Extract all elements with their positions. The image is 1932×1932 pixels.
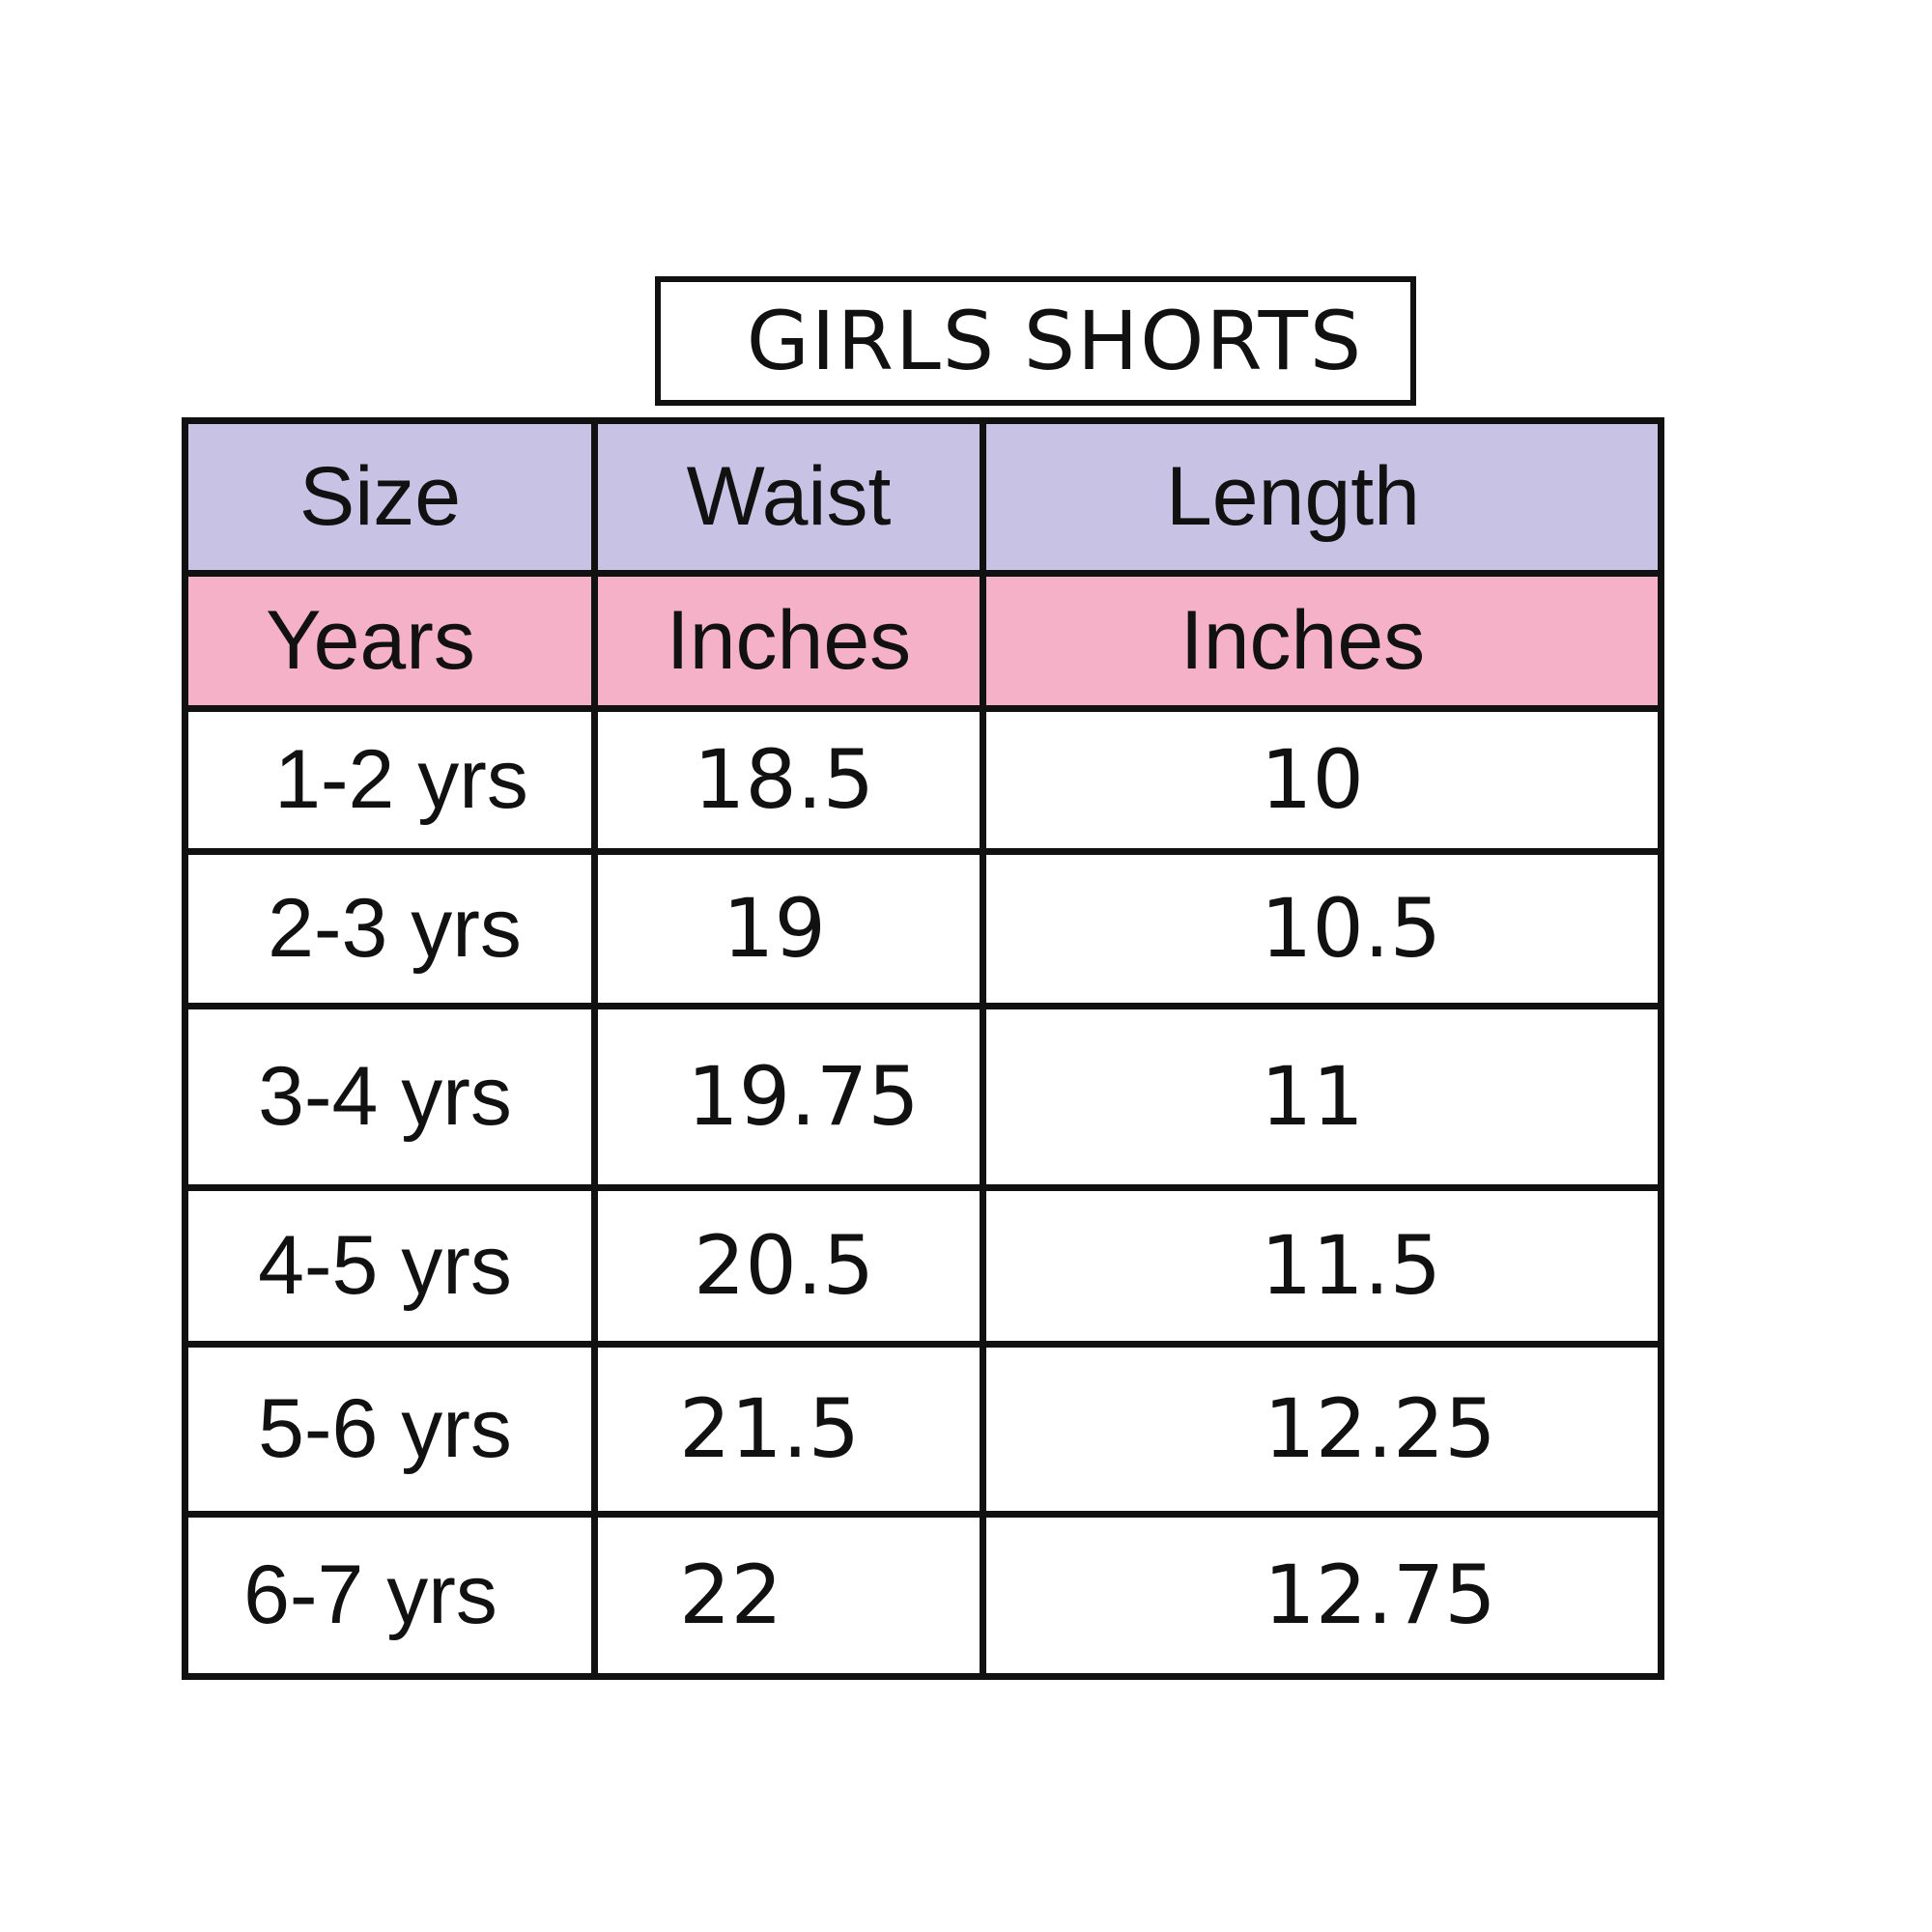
size-cell: 3-4 yrs <box>182 1003 598 1191</box>
table-row: 2-3 yrs 19 10.5 <box>182 848 1664 1009</box>
length-value: 10 <box>1261 732 1364 827</box>
header-length: Length <box>980 417 1664 577</box>
table-unit-row: Years Inches Inches <box>182 570 1664 712</box>
header-waist: Waist <box>591 417 986 577</box>
length-value: 11 <box>1261 1049 1364 1144</box>
table-row: 5-6 yrs 21.5 12.25 <box>182 1341 1664 1518</box>
size-cell: 6-7 yrs <box>182 1511 598 1680</box>
waist-cell: 19 <box>591 848 986 1009</box>
waist-cell: 18.5 <box>591 705 986 855</box>
size-table: Size Waist Length Years Inches Inches 1-… <box>182 417 1664 1680</box>
waist-value: 19 <box>723 881 826 976</box>
length-cell: 10 <box>980 705 1664 855</box>
waist-value: 19.75 <box>687 1049 920 1144</box>
waist-cell: 20.5 <box>591 1184 986 1348</box>
chart-title-box: GIRLS SHORTS <box>655 276 1416 406</box>
size-value: 6-7 yrs <box>243 1548 497 1641</box>
table-row: 3-4 yrs 19.75 11 <box>182 1003 1664 1191</box>
length-cell: 11 <box>980 1003 1664 1191</box>
waist-value: 20.5 <box>693 1218 875 1313</box>
length-value: 10.5 <box>1260 881 1442 976</box>
length-cell: 10.5 <box>980 848 1664 1009</box>
size-cell: 5-6 yrs <box>182 1341 598 1518</box>
unit-waist: Inches <box>591 570 986 712</box>
header-waist-label: Waist <box>686 450 892 543</box>
size-value: 5-6 yrs <box>258 1382 512 1475</box>
size-cell: 4-5 yrs <box>182 1184 598 1348</box>
chart-title: GIRLS SHORTS <box>746 294 1364 388</box>
length-value: 12.75 <box>1264 1548 1496 1642</box>
length-value: 11.5 <box>1260 1218 1442 1313</box>
waist-value: 22 <box>679 1548 782 1642</box>
table-row: 1-2 yrs 18.5 10 <box>182 705 1664 855</box>
length-cell: 11.5 <box>980 1184 1664 1348</box>
table-header-row: Size Waist Length <box>182 417 1664 577</box>
waist-cell: 22 <box>591 1511 986 1680</box>
unit-waist-label: Inches <box>666 594 912 687</box>
unit-length-label: Inches <box>1179 594 1426 687</box>
table-row: 4-5 yrs 20.5 11.5 <box>182 1184 1664 1348</box>
length-cell: 12.75 <box>980 1511 1664 1680</box>
unit-length: Inches <box>980 570 1664 712</box>
size-cell: 1-2 yrs <box>182 705 598 855</box>
size-cell: 2-3 yrs <box>182 848 598 1009</box>
size-value: 4-5 yrs <box>258 1219 512 1312</box>
unit-size: Years <box>182 570 598 712</box>
size-value: 2-3 yrs <box>268 882 522 975</box>
size-value: 3-4 yrs <box>258 1050 512 1143</box>
size-value: 1-2 yrs <box>274 733 528 826</box>
length-value: 12.25 <box>1264 1381 1496 1476</box>
header-size-label: Size <box>298 450 462 543</box>
unit-size-label: Years <box>266 594 475 687</box>
waist-value: 18.5 <box>693 732 875 827</box>
waist-cell: 21.5 <box>591 1341 986 1518</box>
waist-cell: 19.75 <box>591 1003 986 1191</box>
length-cell: 12.25 <box>980 1341 1664 1518</box>
header-size: Size <box>182 417 598 577</box>
table-row: 6-7 yrs 22 12.75 <box>182 1511 1664 1680</box>
waist-value: 21.5 <box>678 1381 861 1476</box>
header-length-label: Length <box>1165 450 1421 543</box>
